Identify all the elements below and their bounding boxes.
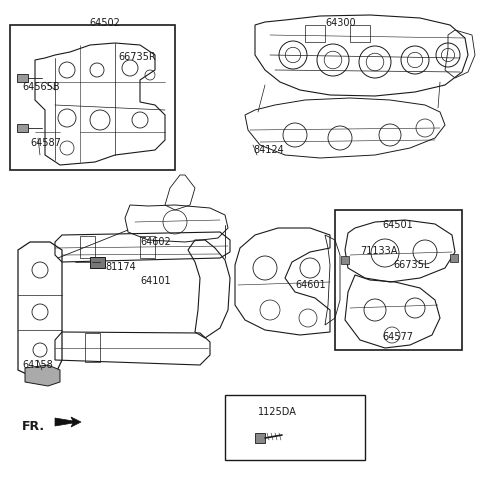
Polygon shape bbox=[341, 256, 349, 264]
Polygon shape bbox=[450, 254, 458, 262]
Text: 64501: 64501 bbox=[382, 220, 413, 230]
Bar bbox=[225, 395, 365, 460]
Text: 64601: 64601 bbox=[295, 280, 325, 290]
Polygon shape bbox=[17, 74, 28, 82]
Text: 1125DA: 1125DA bbox=[258, 407, 297, 417]
Text: 64577: 64577 bbox=[382, 332, 413, 342]
Bar bbox=[335, 210, 462, 350]
Text: 84124: 84124 bbox=[253, 145, 284, 155]
Polygon shape bbox=[90, 257, 105, 268]
Bar bbox=[10, 25, 175, 170]
Polygon shape bbox=[25, 365, 60, 386]
Text: FR.: FR. bbox=[22, 420, 45, 433]
Text: 64502: 64502 bbox=[90, 18, 120, 28]
Text: 66735R: 66735R bbox=[118, 52, 156, 62]
Text: 64565B: 64565B bbox=[22, 82, 60, 92]
Text: 64158: 64158 bbox=[22, 360, 53, 370]
Text: 64101: 64101 bbox=[140, 276, 170, 286]
Text: 71133A: 71133A bbox=[360, 246, 397, 256]
Text: 81174: 81174 bbox=[105, 262, 136, 272]
Text: 64587: 64587 bbox=[30, 138, 61, 148]
Polygon shape bbox=[55, 417, 81, 427]
Text: 64602: 64602 bbox=[140, 237, 171, 247]
Polygon shape bbox=[255, 433, 265, 443]
Text: 64300: 64300 bbox=[325, 18, 356, 28]
Polygon shape bbox=[17, 124, 28, 132]
Text: 66735L: 66735L bbox=[393, 260, 430, 270]
